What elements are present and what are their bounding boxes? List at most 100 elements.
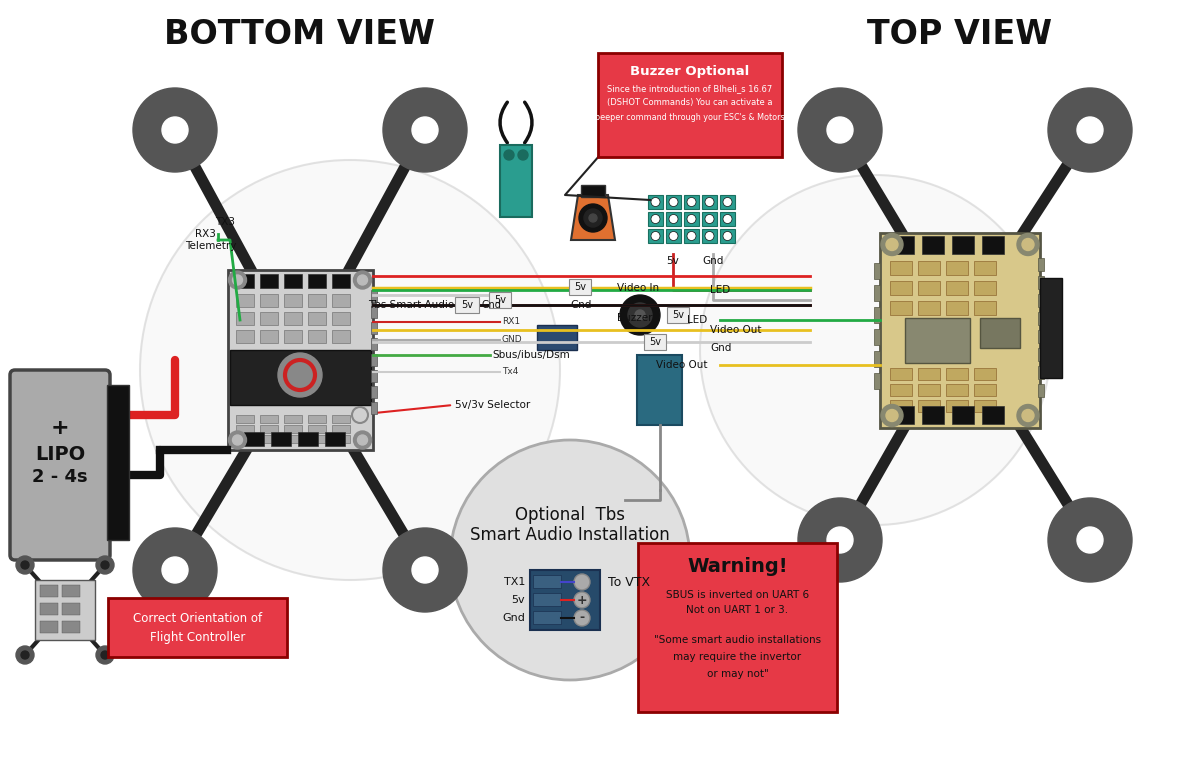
Bar <box>298 432 318 446</box>
Bar <box>637 355 682 425</box>
Bar <box>666 195 682 209</box>
Bar <box>684 195 698 209</box>
Bar <box>1040 277 1062 378</box>
Bar <box>1038 293 1044 306</box>
FancyBboxPatch shape <box>598 53 782 157</box>
Circle shape <box>383 88 467 172</box>
Bar <box>648 229 662 243</box>
Circle shape <box>1078 527 1103 553</box>
Text: Tbs Smart Audio: Tbs Smart Audio <box>367 300 454 310</box>
Text: Not on UART 1 or 3.: Not on UART 1 or 3. <box>686 605 788 615</box>
Bar <box>1038 312 1044 325</box>
Bar <box>666 229 682 243</box>
Circle shape <box>686 232 696 240</box>
Circle shape <box>580 204 607 232</box>
Bar <box>235 330 253 343</box>
Circle shape <box>650 232 660 240</box>
Circle shape <box>700 175 1050 525</box>
Bar <box>259 330 277 343</box>
Circle shape <box>16 646 34 664</box>
Bar <box>946 384 968 395</box>
Bar <box>905 318 970 363</box>
Bar <box>270 432 290 446</box>
Bar <box>918 384 940 395</box>
Text: beeper command through your ESC's & Motors: beeper command through your ESC's & Moto… <box>595 112 785 122</box>
Text: 5v/3v Selector: 5v/3v Selector <box>455 400 530 410</box>
Bar <box>918 280 940 295</box>
Bar <box>235 425 253 433</box>
Bar <box>235 415 253 423</box>
Bar <box>259 425 277 433</box>
Bar <box>371 322 377 334</box>
Circle shape <box>574 574 590 590</box>
Bar <box>371 386 377 398</box>
Text: To VTX: To VTX <box>608 575 650 588</box>
Text: or may not": or may not" <box>707 669 768 679</box>
Circle shape <box>670 214 678 223</box>
Circle shape <box>650 214 660 223</box>
Bar <box>283 330 301 343</box>
Text: 5v: 5v <box>574 282 586 292</box>
Circle shape <box>228 431 246 449</box>
Bar <box>720 195 734 209</box>
Bar <box>890 261 912 274</box>
FancyBboxPatch shape <box>569 279 592 295</box>
Bar <box>880 233 1040 427</box>
Text: RX3: RX3 <box>194 229 216 239</box>
Circle shape <box>140 160 560 580</box>
Circle shape <box>706 214 714 223</box>
Bar <box>874 350 880 366</box>
Bar <box>538 325 577 350</box>
Bar <box>331 435 349 443</box>
Circle shape <box>620 295 660 335</box>
Bar <box>1038 347 1044 360</box>
Circle shape <box>574 592 590 608</box>
Text: 5v: 5v <box>494 295 506 305</box>
Circle shape <box>1018 233 1039 255</box>
Circle shape <box>1022 239 1034 251</box>
Bar <box>890 400 912 411</box>
Bar <box>1038 276 1044 289</box>
Text: may require the invertor: may require the invertor <box>673 652 802 662</box>
Circle shape <box>358 435 367 445</box>
Circle shape <box>827 527 853 553</box>
FancyBboxPatch shape <box>638 543 838 712</box>
Bar <box>533 593 562 606</box>
Bar <box>874 262 880 278</box>
Text: LED: LED <box>710 285 731 295</box>
Bar <box>324 432 344 446</box>
Bar <box>62 603 80 615</box>
Circle shape <box>358 275 367 285</box>
Text: Tx4: Tx4 <box>502 368 518 376</box>
Text: 5v: 5v <box>461 300 473 310</box>
Bar <box>874 372 880 388</box>
Text: 5v: 5v <box>511 595 526 605</box>
Bar <box>40 603 58 615</box>
Circle shape <box>518 150 528 160</box>
Bar <box>331 294 349 307</box>
Polygon shape <box>571 195 616 240</box>
Bar <box>918 261 940 274</box>
Text: RX1: RX1 <box>502 318 520 327</box>
Circle shape <box>706 198 714 207</box>
Bar <box>331 425 349 433</box>
Bar <box>980 318 1020 347</box>
Circle shape <box>1048 498 1132 582</box>
Text: Sbus/ibus/Dsm: Sbus/ibus/Dsm <box>492 350 570 360</box>
Circle shape <box>722 198 732 207</box>
Bar <box>259 294 277 307</box>
Bar <box>874 328 880 344</box>
Bar <box>307 435 325 443</box>
Text: TOP VIEW: TOP VIEW <box>868 18 1052 51</box>
Bar <box>702 229 718 243</box>
FancyBboxPatch shape <box>644 334 666 350</box>
Text: Gnd: Gnd <box>502 613 526 623</box>
Bar <box>307 274 325 288</box>
Bar <box>40 621 58 633</box>
Circle shape <box>722 232 732 240</box>
Text: 5v: 5v <box>649 337 661 347</box>
Text: Telemetry: Telemetry <box>185 241 236 251</box>
Bar <box>946 261 968 274</box>
Bar <box>890 368 912 379</box>
Circle shape <box>354 271 372 289</box>
